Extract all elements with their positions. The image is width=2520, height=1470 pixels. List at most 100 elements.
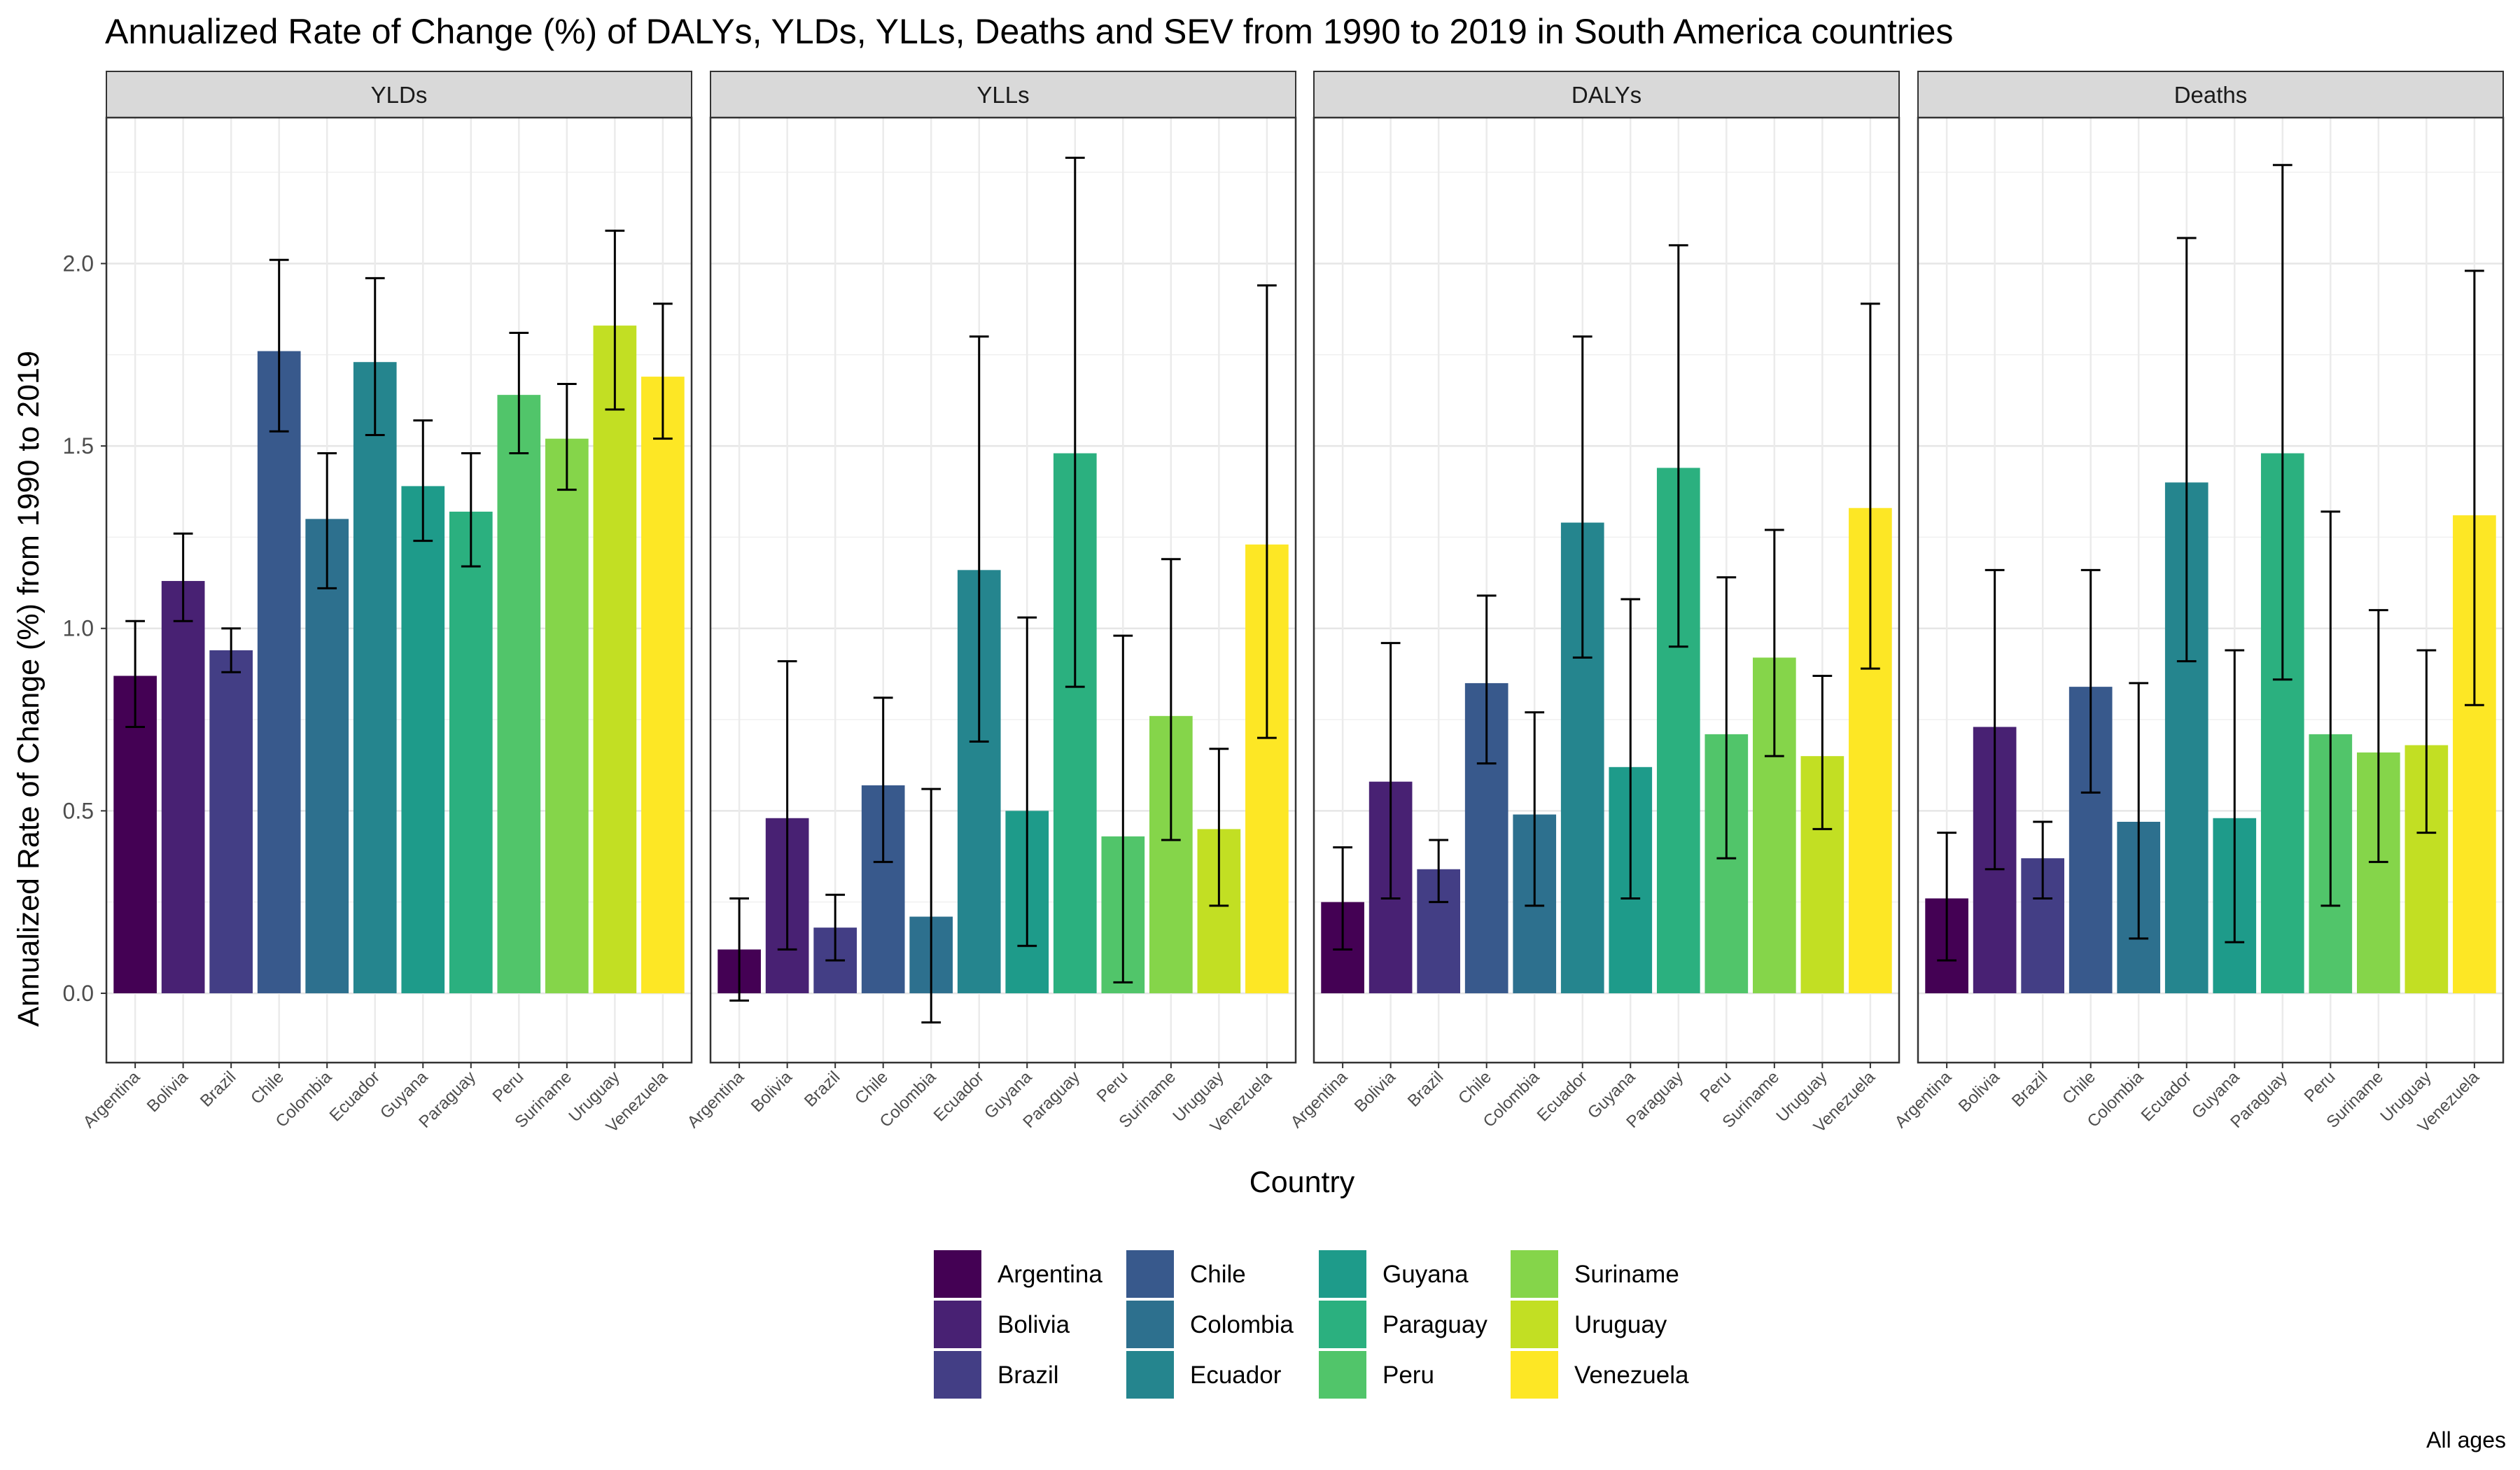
legend-item-venezuela: Venezuela	[1509, 1350, 1689, 1400]
legend-label: Peru	[1382, 1362, 1434, 1389]
error-bar-ecuador	[2176, 237, 2197, 663]
error-bar-peru	[1716, 576, 1737, 860]
x-tick-label: Bolivia	[1351, 1068, 1400, 1116]
x-tick-label: Argentina	[1287, 1068, 1352, 1132]
legend-label: Paraguay	[1382, 1311, 1488, 1338]
panel-border	[105, 116, 693, 1064]
panel-strip-label: YLLs	[976, 82, 1029, 108]
error-bar-colombia	[2129, 682, 2149, 940]
error-bar-peru	[1113, 634, 1133, 983]
panel-strip	[106, 71, 692, 118]
legend-item-uruguay: Uruguay	[1509, 1299, 1667, 1350]
bar-argentina	[113, 676, 157, 993]
error-bar-brazil	[825, 893, 846, 962]
legend-item-argentina: Argentina	[932, 1249, 1102, 1299]
legend-swatch	[932, 1249, 983, 1299]
error-bar-chile	[1476, 594, 1497, 765]
error-bar-brazil	[221, 627, 241, 673]
bar-paraguay	[449, 511, 493, 993]
panel-strip-label: YLDs	[371, 82, 428, 108]
x-tick-label: Peru	[489, 1068, 528, 1106]
error-bar-chile	[2080, 568, 2101, 794]
error-bar-suriname	[2368, 609, 2388, 863]
legend-swatch	[1509, 1350, 1560, 1400]
legend-item-peru: Peru	[1317, 1350, 1434, 1400]
x-tick-label: Bolivia	[144, 1068, 192, 1116]
bar-bolivia	[161, 580, 205, 993]
bar-colombia	[305, 519, 349, 993]
error-bar-ecuador	[969, 335, 989, 743]
legend-label: Suriname	[1574, 1261, 1679, 1288]
error-bar-peru	[509, 332, 529, 455]
legend-item-chile: Chile	[1125, 1249, 1246, 1299]
x-tick-label: Chile	[1455, 1068, 1495, 1108]
panel-strip-label: DALYs	[1572, 82, 1642, 108]
legend-swatch	[1509, 1249, 1560, 1299]
panel-strip-label: Deaths	[2174, 82, 2248, 108]
error-bar-colombia	[1525, 711, 1545, 907]
panel-border	[1312, 116, 1900, 1064]
error-bar-suriname	[556, 383, 577, 491]
error-bar-brazil	[1429, 839, 1449, 904]
bar-uruguay	[593, 326, 637, 993]
error-bar-guyana	[1017, 616, 1037, 947]
x-tick-label: Chile	[247, 1068, 288, 1108]
x-tick-label: Chile	[851, 1068, 892, 1108]
bar-venezuela	[641, 377, 685, 993]
y-tick-label: 0.0	[63, 981, 94, 1006]
error-bar-brazil	[2033, 820, 2053, 899]
bar-suriname	[545, 438, 589, 993]
legend-swatch	[932, 1350, 983, 1400]
error-bar-venezuela	[653, 302, 673, 440]
y-axis-title: Annualized Rate of Change (%) from 1990 …	[12, 351, 46, 1027]
panel-border	[1917, 116, 2505, 1064]
y-tick-label: 1.0	[63, 616, 94, 641]
error-bar-argentina	[1937, 832, 1956, 962]
error-bar-chile	[873, 696, 893, 863]
legend-label: Bolivia	[997, 1311, 1070, 1338]
error-bar-argentina	[125, 620, 145, 728]
legend-swatch	[1125, 1299, 1175, 1350]
legend-item-bolivia: Bolivia	[932, 1299, 1070, 1350]
error-bar-argentina	[1333, 846, 1352, 951]
error-bar-paraguay	[1065, 156, 1085, 688]
bar-peru	[497, 395, 541, 993]
legend-label: Brazil	[997, 1362, 1059, 1389]
error-bar-venezuela	[1861, 302, 1880, 670]
bar-guyana	[401, 486, 445, 993]
error-bar-uruguay	[605, 230, 625, 411]
legend-label: Venezuela	[1574, 1362, 1689, 1389]
legend-label: Colombia	[1190, 1311, 1294, 1338]
chart-title: Annualized Rate of Change (%) of DALYs, …	[105, 12, 1953, 51]
error-bar-uruguay	[1812, 674, 1833, 830]
panel-strip	[710, 71, 1296, 118]
legend-item-brazil: Brazil	[932, 1350, 1059, 1400]
x-tick-label: Argentina	[684, 1068, 748, 1132]
error-bar-bolivia	[777, 660, 797, 951]
legend-swatch	[1317, 1249, 1368, 1299]
legend: Argentina Bolivia Brazil Chile Colombia Ecuad…	[932, 1249, 1689, 1400]
legend-item-guyana: Guyana	[1317, 1249, 1469, 1299]
x-tick-label: Bolivia	[1955, 1068, 2004, 1116]
bar-chile	[257, 351, 301, 993]
error-bar-guyana	[2225, 649, 2245, 944]
legend-swatch	[932, 1299, 983, 1350]
error-bar-bolivia	[173, 532, 193, 622]
x-tick-label: Argentina	[80, 1068, 144, 1132]
error-bar-bolivia	[1380, 642, 1401, 899]
legend-item-ecuador: Ecuador	[1125, 1350, 1282, 1400]
error-bar-bolivia	[1984, 568, 2005, 871]
error-bar-argentina	[729, 897, 749, 1002]
error-bar-paraguay	[1668, 244, 1688, 648]
x-tick-label: Peru	[1093, 1068, 1132, 1106]
legend-swatch	[1317, 1299, 1368, 1350]
x-tick-label: Peru	[1697, 1068, 1735, 1106]
x-tick-label: Bolivia	[748, 1068, 797, 1116]
error-bar-paraguay	[461, 452, 481, 568]
x-tick-label: Argentina	[1891, 1068, 1956, 1132]
error-bar-ecuador	[365, 276, 385, 436]
x-tick-label: Brazil	[2008, 1068, 2052, 1111]
